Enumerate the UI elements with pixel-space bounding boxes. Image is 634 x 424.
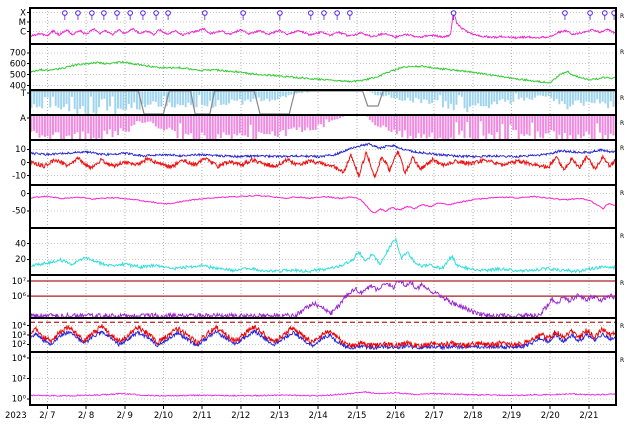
x-tick-label: 2/20 [541,411,560,421]
y-tick-label: 10⁶ [12,292,27,302]
x-tick-label: 2/19 [502,411,521,421]
flare-marker [114,10,120,16]
x-tick-label: 2/12 [231,411,250,421]
series-xray-flux [30,10,616,40]
x-tick-label: 2/21 [579,411,598,421]
flare-marker [127,10,133,16]
flare-marker [601,10,608,16]
series-density [30,237,616,274]
flare-marker [450,10,457,16]
y-tick-label: 400 [10,81,26,91]
right-edge-mark: R [620,145,624,152]
y-tick-label: T [20,89,27,99]
right-edge-mark: R [620,95,624,102]
y-tick-label: 10 [15,145,26,155]
y-tick-label: 10² [12,374,26,384]
flare-marker [240,10,246,16]
y-tick-label: X [20,9,26,19]
flare-marker [321,10,327,16]
flare-marker [153,10,159,16]
panel-xray [30,10,616,40]
series-bz-component [30,150,616,179]
x-tick-label: 2/10 [154,411,173,421]
flare-marker [75,10,81,16]
y-tick-label: -50 [12,207,26,217]
panel-electrons [30,321,616,351]
panel-density [30,237,616,274]
flare-marker [165,10,171,16]
y-tick-label: 0 [21,189,26,199]
right-edge-mark: R [620,120,624,127]
y-tick-label: C [20,27,26,37]
y-tick-label: 0 [21,158,26,168]
flare-marker [277,10,283,16]
panel-protons [30,280,616,318]
y-tick-label: A [20,114,26,124]
right-edge-mark: R [620,323,624,330]
flare-marker [202,10,208,16]
y-tick-label: 500 [10,70,26,80]
panel-bottom [30,357,616,400]
y-tick-label: 10⁷ [12,277,27,287]
series-wind-speed [30,60,616,84]
right-edge-mark: R [620,280,624,287]
y-tick-label: 600 [10,60,26,70]
flare-marker [562,10,568,16]
series-proton-flux [30,280,616,318]
x-tick-label: 2/ 8 [78,411,94,421]
flare-marker [101,10,107,16]
series-electron-flux-secondary [30,329,616,351]
panel-bfield [30,142,616,179]
x-tick-label: 2/11 [193,411,212,421]
series-electron-flux-primary [30,324,616,350]
flare-marker [334,10,340,16]
flare-marker [140,10,146,16]
y-tick-label: 10⁴ [12,354,27,364]
y-tick-label: 10⁰ [12,395,27,405]
y-tick-label: -10 [12,172,26,182]
x-tick-label: 2/ 9 [117,411,133,421]
right-edge-mark: R [620,233,624,240]
right-edge-mark: R [620,190,624,197]
y-tick-label: 700 [10,49,26,59]
panel-phi [30,115,615,140]
y-tick-label: M [19,18,26,28]
right-edge-mark: R [620,49,624,56]
right-edge-mark: R [620,13,624,20]
series-background-flux [30,391,616,398]
right-edge-mark: R [620,357,624,364]
flare-marker [89,10,95,16]
x-tick-label: 2/18 [463,411,482,421]
flare-marker [587,10,593,16]
x-tick-label: 2/17 [425,411,444,421]
panel-speed [30,52,616,87]
series-dst-index [30,194,616,214]
y-tick-label: 40 [15,239,26,249]
x-tick-label: 2/15 [347,411,366,421]
x-tick-label: 2/ 7 [39,411,55,421]
flare-marker [62,10,68,16]
flare-marker [308,10,314,16]
y-tick-label: 10² [12,340,26,350]
x-tick-label: 2/13 [270,411,289,421]
y-tick-label: 20 [15,255,26,265]
series-bt-total [30,142,616,159]
panel-dst [30,193,616,214]
y-tick-label: 10⁴ [12,321,27,331]
x-tick-label: 2/14 [309,411,328,421]
x-tick-label: 2/16 [386,411,405,421]
flare-marker [347,10,353,16]
y-tick-label: 10³ [12,331,26,341]
year-label: 2023 [5,411,27,421]
